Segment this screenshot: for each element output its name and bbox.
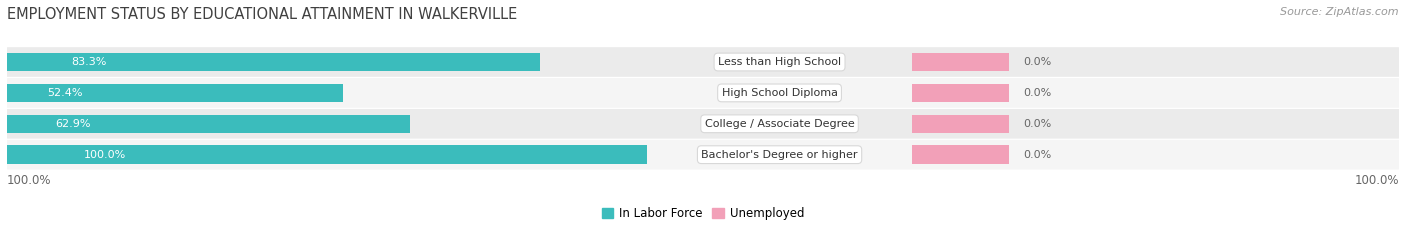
Legend: In Labor Force, Unemployed: In Labor Force, Unemployed [598, 202, 808, 225]
Text: 100.0%: 100.0% [84, 150, 127, 160]
Text: 100.0%: 100.0% [1354, 174, 1399, 187]
Bar [7, 53, 540, 71]
FancyBboxPatch shape [7, 109, 1399, 139]
Text: 0.0%: 0.0% [1024, 119, 1052, 129]
Text: 0.0%: 0.0% [1024, 88, 1052, 98]
Bar [912, 53, 1010, 71]
Text: College / Associate Degree: College / Associate Degree [704, 119, 855, 129]
FancyBboxPatch shape [7, 140, 1399, 169]
Bar [7, 115, 409, 133]
Text: Less than High School: Less than High School [718, 57, 841, 67]
Bar [912, 115, 1010, 133]
Bar [7, 84, 343, 102]
Bar [7, 145, 647, 164]
Bar [912, 84, 1010, 102]
Text: 0.0%: 0.0% [1024, 57, 1052, 67]
FancyBboxPatch shape [7, 78, 1399, 108]
Text: 83.3%: 83.3% [72, 57, 107, 67]
Bar [912, 145, 1010, 164]
Text: Source: ZipAtlas.com: Source: ZipAtlas.com [1281, 7, 1399, 17]
Text: Bachelor's Degree or higher: Bachelor's Degree or higher [702, 150, 858, 160]
Text: 0.0%: 0.0% [1024, 150, 1052, 160]
Text: EMPLOYMENT STATUS BY EDUCATIONAL ATTAINMENT IN WALKERVILLE: EMPLOYMENT STATUS BY EDUCATIONAL ATTAINM… [7, 7, 517, 22]
FancyBboxPatch shape [7, 47, 1399, 77]
Text: 100.0%: 100.0% [7, 174, 52, 187]
Text: 52.4%: 52.4% [48, 88, 83, 98]
Text: 62.9%: 62.9% [55, 119, 91, 129]
Text: High School Diploma: High School Diploma [721, 88, 838, 98]
